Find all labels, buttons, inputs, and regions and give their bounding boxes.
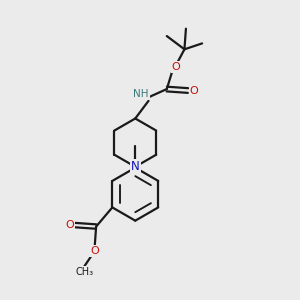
- Text: CH₃: CH₃: [75, 267, 93, 277]
- Text: NH: NH: [134, 89, 149, 99]
- Text: O: O: [172, 62, 181, 72]
- Text: N: N: [131, 160, 140, 173]
- Text: O: O: [190, 85, 198, 95]
- Text: O: O: [65, 220, 74, 230]
- Text: O: O: [90, 246, 99, 256]
